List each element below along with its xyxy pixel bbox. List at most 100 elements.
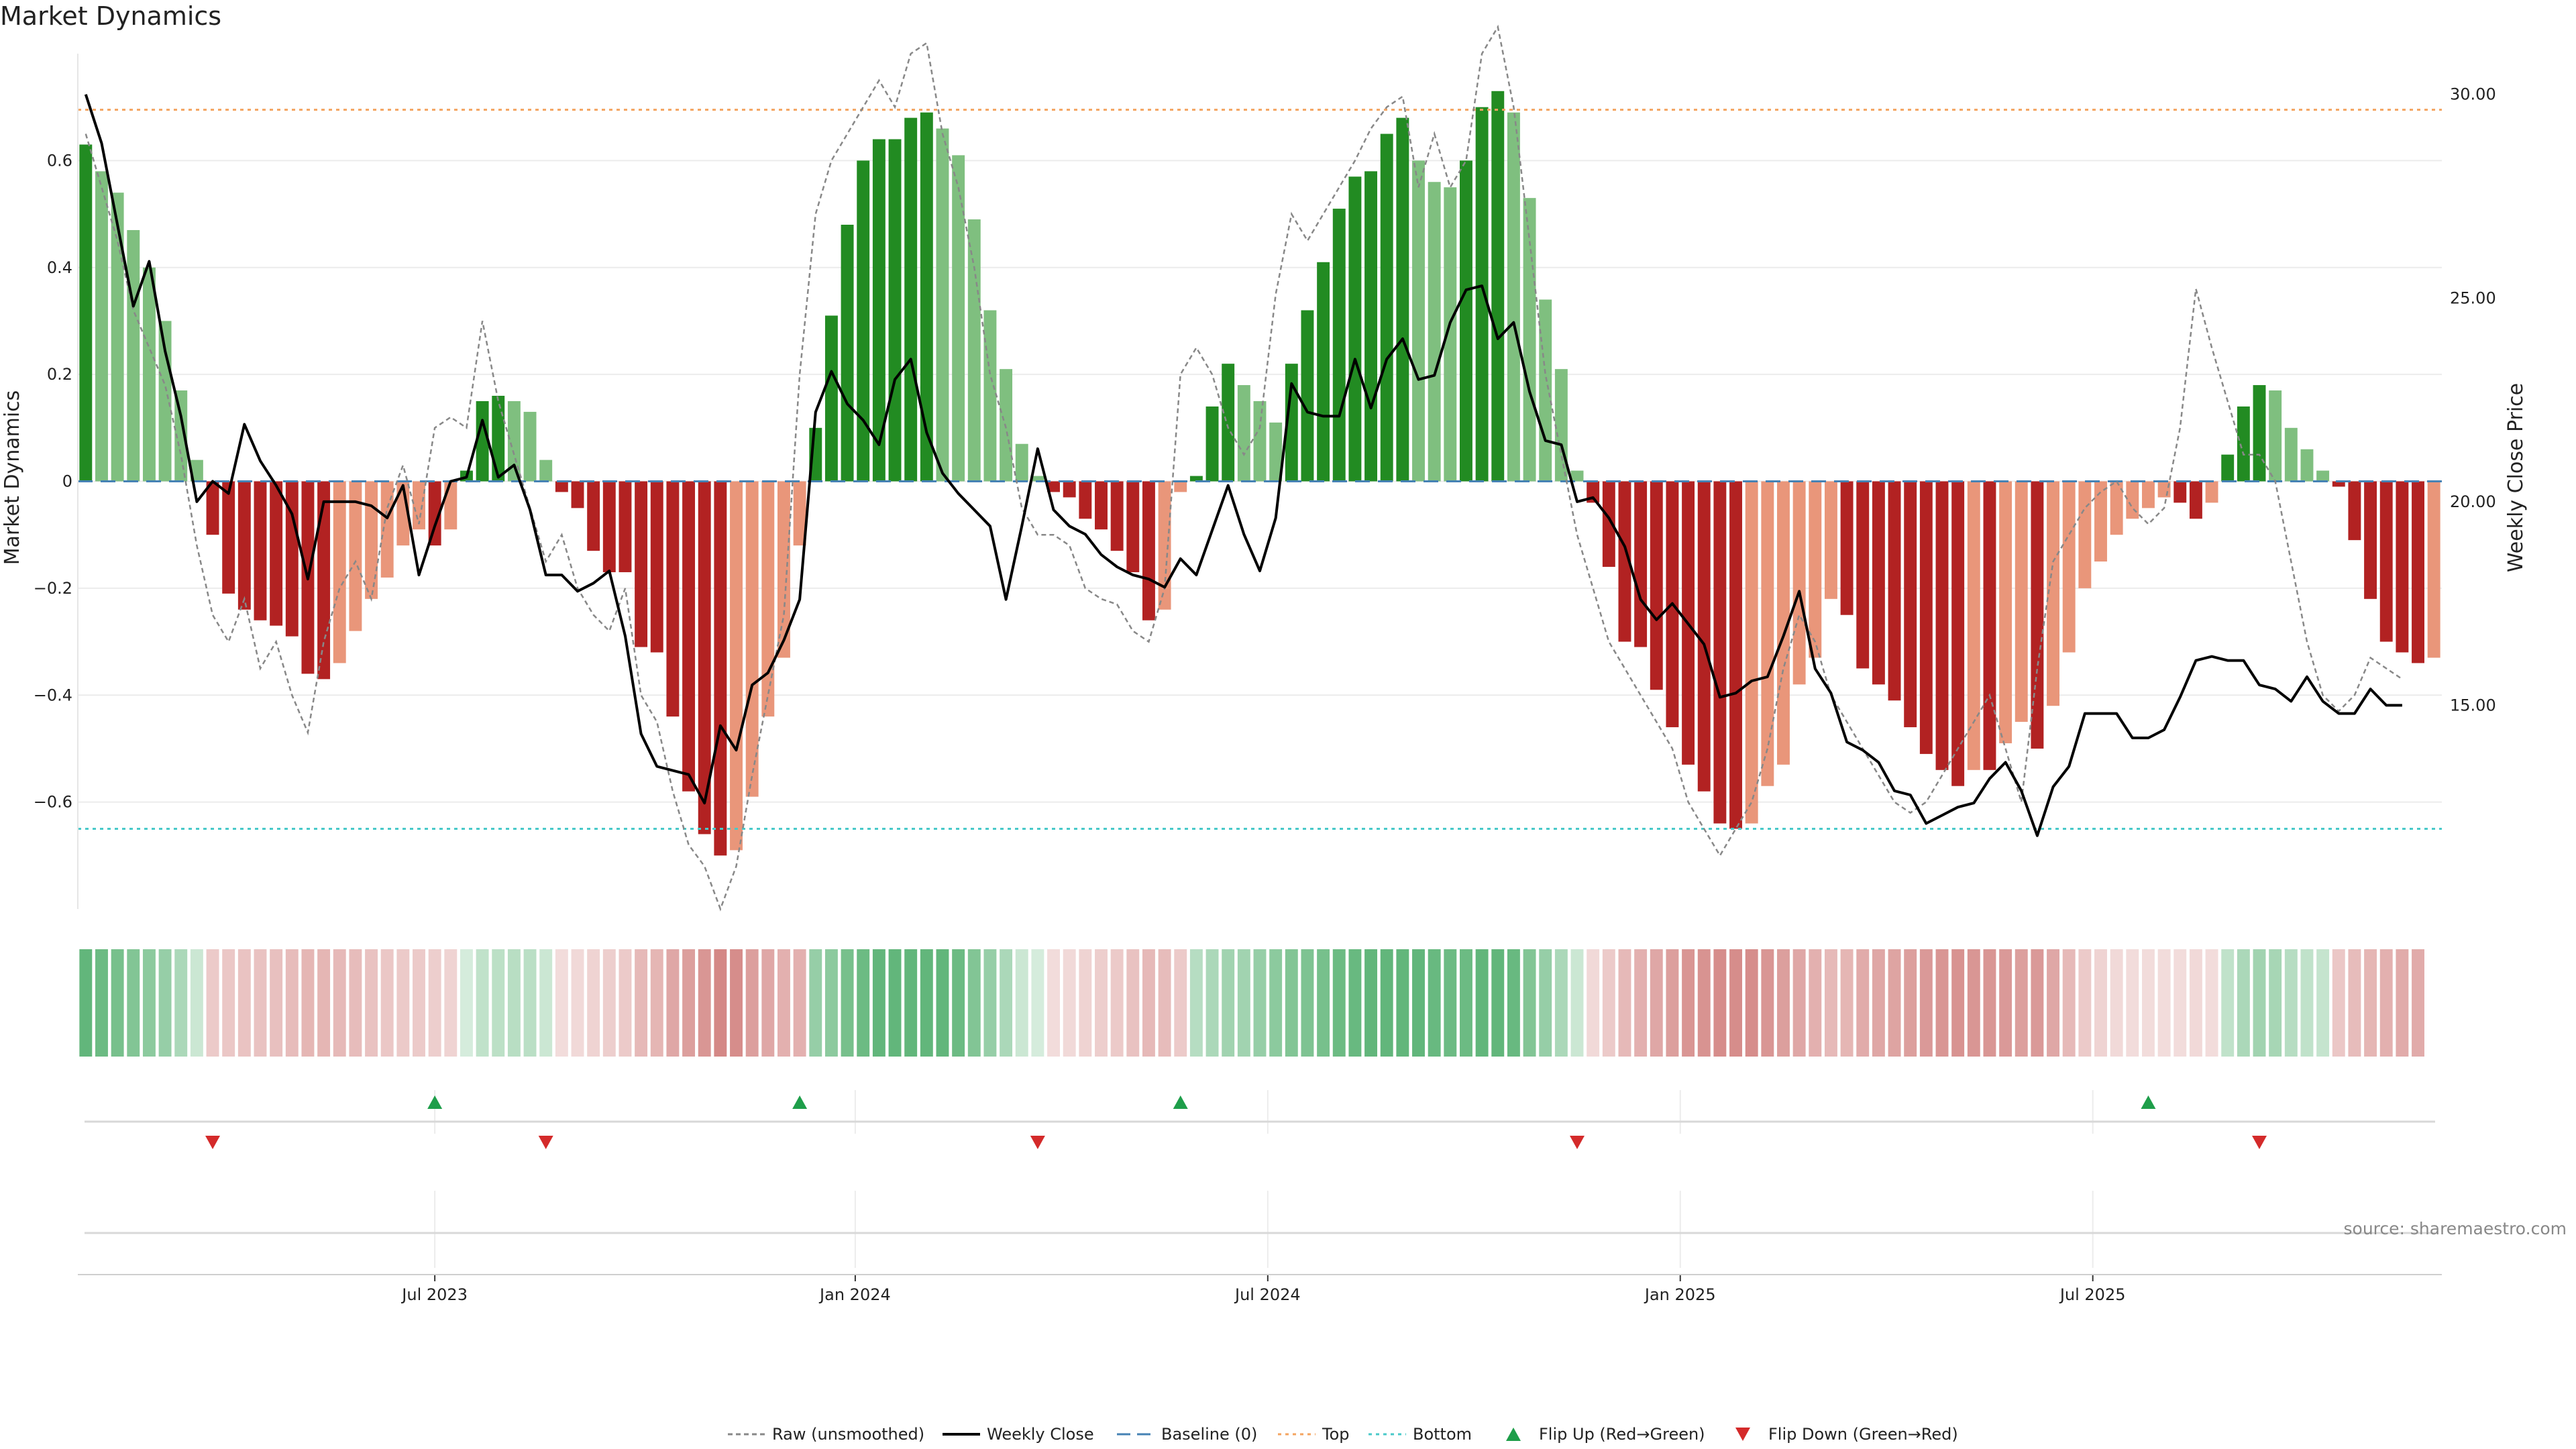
strip-cell-92	[1539, 949, 1552, 1057]
strip-cell-30	[555, 949, 568, 1057]
strip-cell-129	[2126, 949, 2139, 1057]
strip-cell-134	[2205, 949, 2218, 1057]
bar-133	[2189, 481, 2202, 519]
strip-cell-105	[1745, 949, 1758, 1057]
strip-cell-63	[1079, 949, 1092, 1057]
strip-cell-137	[2253, 949, 2266, 1057]
bar-17	[349, 481, 362, 631]
bar-86	[1444, 187, 1457, 482]
bar-41	[730, 481, 743, 851]
bar-75	[1269, 422, 1283, 482]
bar-32	[587, 481, 600, 551]
bar-124	[2047, 481, 2060, 706]
bar-67	[1142, 481, 1155, 621]
x-tick-label-2: Jul 2024	[1234, 1285, 1301, 1304]
strip-cell-112	[1856, 949, 1870, 1057]
strip-cell-114	[1888, 949, 1901, 1057]
bar-129	[2126, 481, 2139, 519]
bar-13	[285, 481, 299, 637]
bar-25	[476, 400, 489, 482]
bar-18	[365, 481, 378, 599]
legend: Raw (unsmoothed) Weekly Close Baseline (0)…	[728, 1425, 1958, 1444]
bar-57	[983, 310, 997, 482]
flip-down-marker-3	[1570, 1136, 1585, 1149]
bar-76	[1285, 364, 1298, 482]
flip-down-marker-0	[205, 1136, 221, 1149]
bar-36	[650, 481, 663, 653]
reference-lines	[78, 109, 2442, 830]
bar-8	[206, 481, 219, 535]
x-tick-label-3: Jan 2025	[1644, 1285, 1716, 1304]
strip-cell-119	[1967, 949, 1980, 1057]
strip-cell-145	[2379, 949, 2393, 1057]
y-left-tick-2: 0.2	[47, 365, 72, 384]
strip-cell-35	[635, 949, 648, 1057]
bar-120	[1983, 481, 1996, 770]
bars-layer	[79, 91, 2440, 856]
bar-2	[111, 193, 124, 482]
strip-cell-65	[1110, 949, 1124, 1057]
bar-121	[1999, 481, 2012, 743]
bar-39	[698, 481, 711, 835]
strip-cell-68	[1158, 949, 1171, 1057]
bar-119	[1967, 481, 1980, 770]
strip-cell-13	[285, 949, 299, 1057]
bar-48	[841, 225, 854, 482]
bar-81	[1364, 171, 1378, 482]
strip-cell-123	[2031, 949, 2044, 1057]
bar-10	[237, 481, 251, 610]
strip-cell-133	[2189, 949, 2202, 1057]
strip-cell-12	[270, 949, 283, 1057]
strip-cell-66	[1126, 949, 1140, 1057]
bar-60	[1031, 476, 1044, 482]
bar-82	[1380, 133, 1393, 482]
legend-label-flip_up: Flip Up (Red→Green)	[1539, 1425, 1705, 1444]
bar-116	[1919, 481, 1933, 754]
strip-cell-124	[2047, 949, 2060, 1057]
bar-3	[127, 229, 140, 482]
bar-143	[2348, 481, 2361, 541]
flip-up-marker-1	[792, 1095, 808, 1109]
bar-112	[1856, 481, 1870, 669]
strip-cell-39	[698, 949, 711, 1057]
bar-94	[1570, 470, 1584, 482]
strip-cell-122	[2015, 949, 2028, 1057]
strip-cell-44	[777, 949, 790, 1057]
bar-96	[1602, 481, 1615, 567]
bar-42	[745, 481, 759, 797]
bar-80	[1348, 176, 1362, 482]
strip-cell-23	[444, 949, 458, 1057]
strip-cell-143	[2348, 949, 2361, 1057]
strip-cell-127	[2094, 949, 2107, 1057]
strip-cell-24	[460, 949, 473, 1057]
bar-134	[2205, 481, 2218, 503]
y-right-tick-3: 15.00	[2450, 696, 2496, 714]
legend-label-baseline: Baseline (0)	[1161, 1425, 1257, 1444]
strip-cell-115	[1904, 949, 1917, 1057]
bar-38	[682, 481, 696, 792]
bar-148	[2427, 481, 2440, 658]
flip-up-marker-2	[1173, 1095, 1188, 1109]
bar-70	[1189, 476, 1203, 482]
bar-132	[2174, 481, 2187, 503]
bar-72	[1222, 364, 1235, 482]
bar-12	[270, 481, 283, 626]
bar-78	[1317, 262, 1330, 482]
strip-cell-126	[2078, 949, 2092, 1057]
chart-title: Market Dynamics	[0, 1, 222, 31]
strip-cell-139	[2284, 949, 2298, 1057]
bar-52	[904, 117, 918, 482]
flip-up-marker-0	[427, 1095, 443, 1109]
strip-cell-11	[254, 949, 267, 1057]
bar-111	[1840, 481, 1854, 615]
bar-56	[967, 219, 981, 482]
strip-cell-99	[1650, 949, 1663, 1057]
strip-cell-14	[301, 949, 315, 1057]
bar-69	[1174, 481, 1187, 492]
strip-cell-32	[587, 949, 600, 1057]
bar-34	[619, 481, 632, 572]
bar-128	[2110, 481, 2123, 535]
x-tick-label-1: Jan 2024	[818, 1285, 891, 1304]
bar-79	[1332, 209, 1346, 482]
